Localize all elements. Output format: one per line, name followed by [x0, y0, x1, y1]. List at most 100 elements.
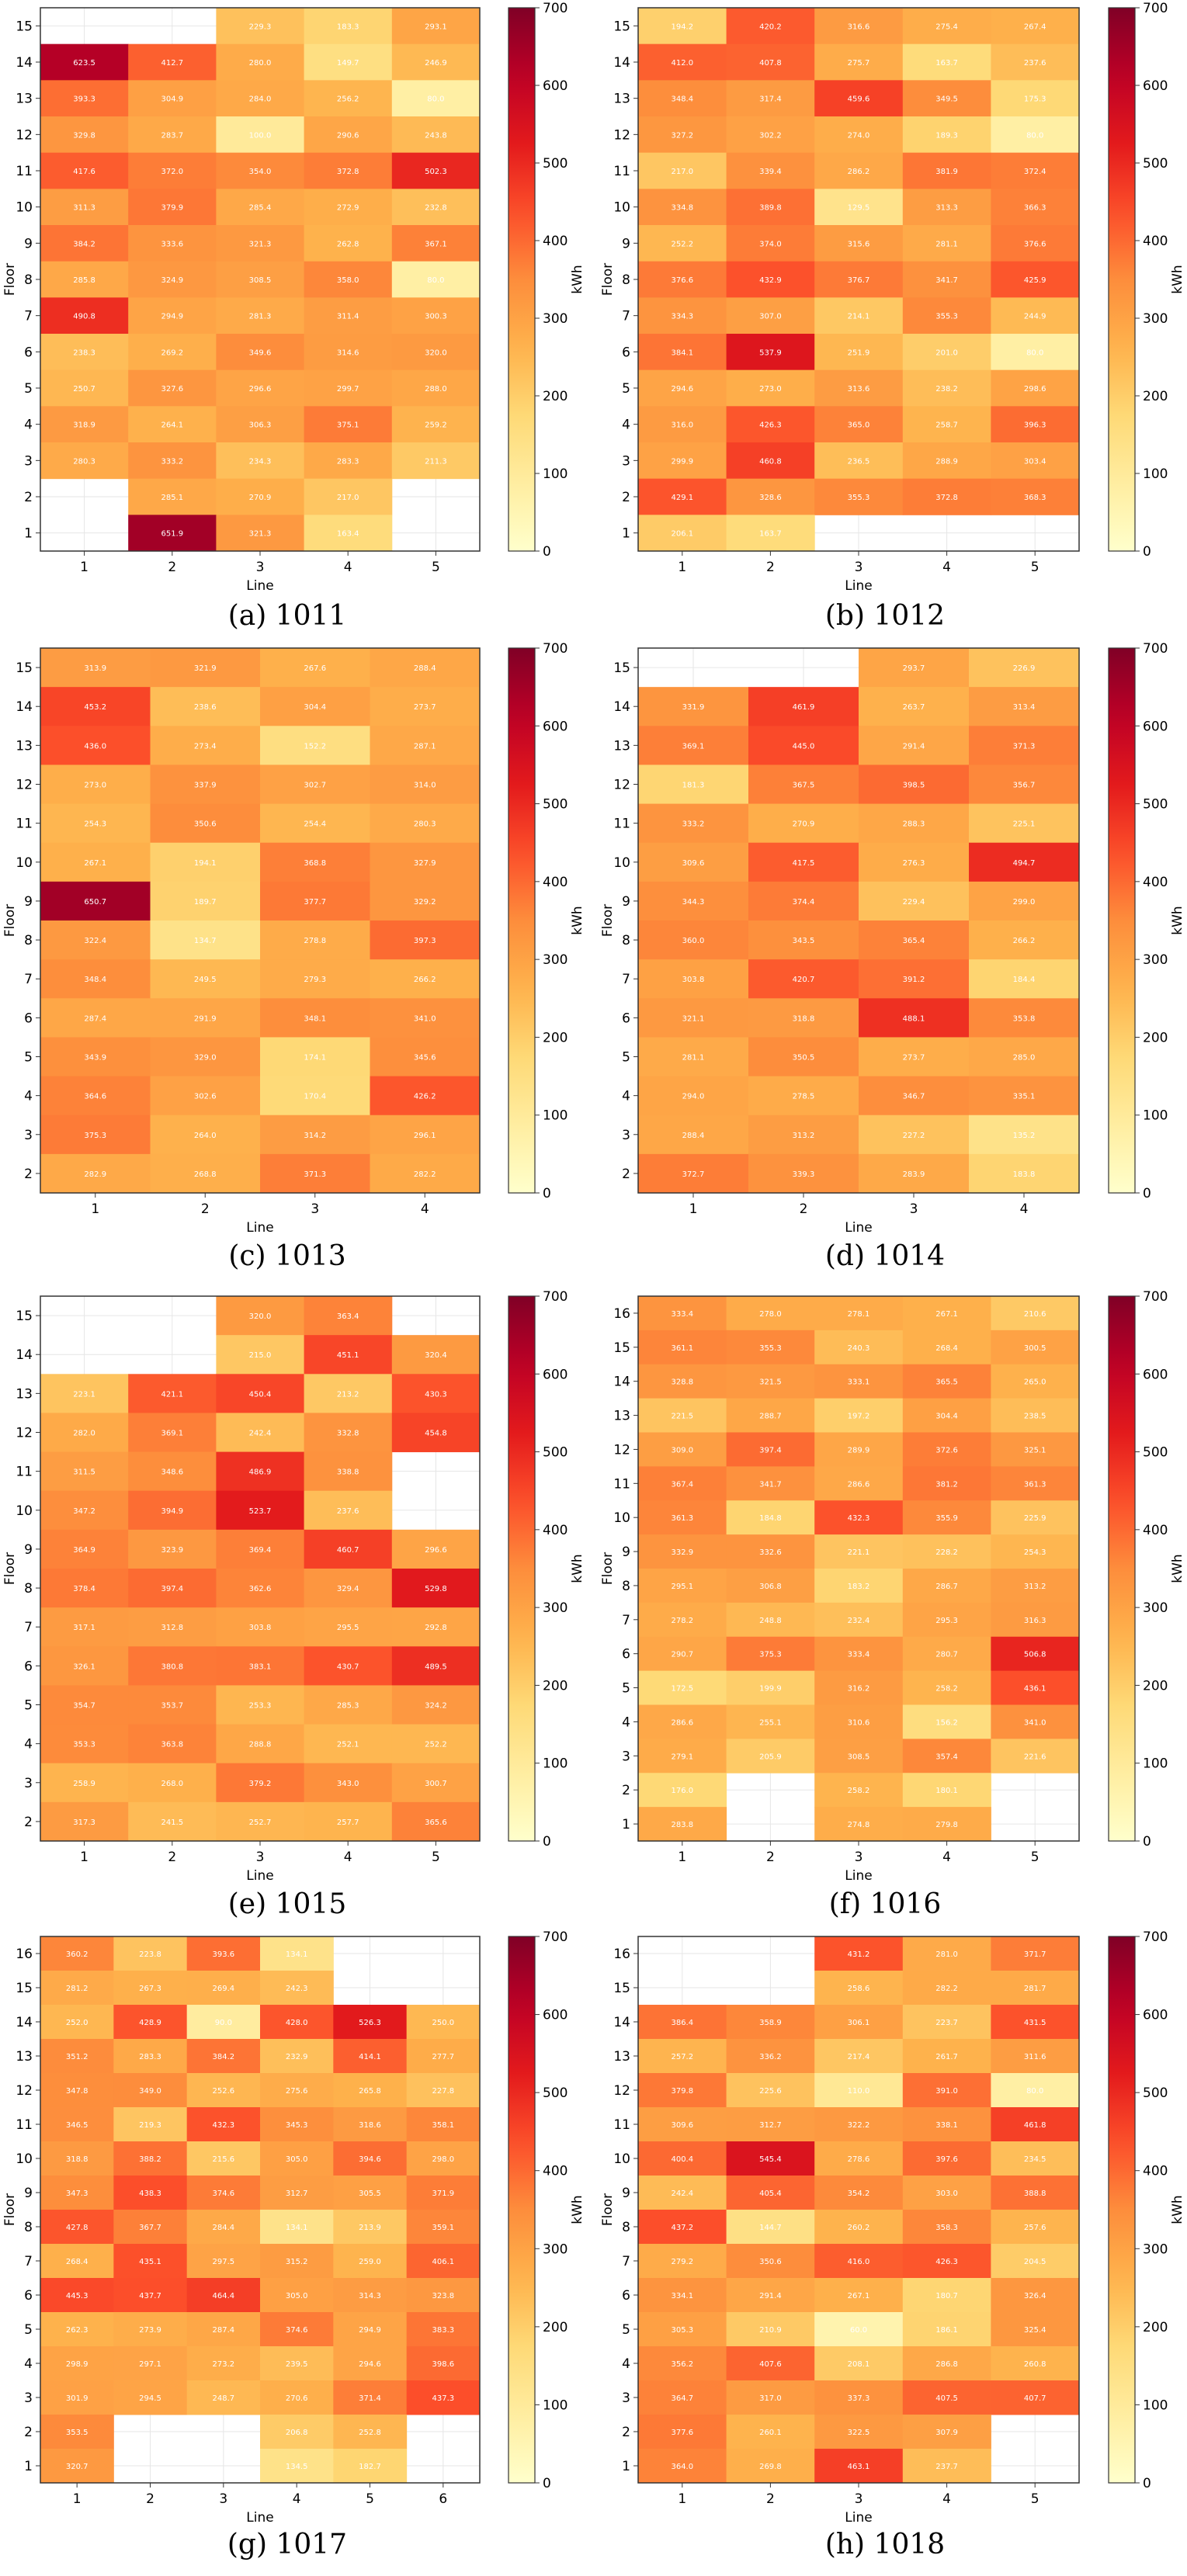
heatmap-cell — [391, 1763, 481, 1803]
cell-value: 369.1 — [682, 742, 705, 751]
heatmap-cell — [113, 2380, 188, 2415]
y-tick-label: 10 — [16, 200, 33, 216]
cell-value: 288.0 — [425, 385, 447, 394]
cell-value: 391.2 — [903, 976, 925, 984]
heatmap-cell — [113, 2244, 188, 2279]
heatmap-cell — [304, 515, 393, 552]
heatmap-cell — [902, 1807, 991, 1842]
cell-value: 333.1 — [848, 1378, 870, 1387]
cell-value: 381.9 — [935, 168, 958, 176]
heatmap-cell — [40, 406, 129, 443]
heatmap-cell — [814, 1807, 904, 1842]
heatmap-cell — [638, 80, 727, 117]
heatmap-cell — [991, 80, 1080, 117]
colorbar-tick-label: 400 — [543, 2164, 567, 2179]
heatmap-cell — [902, 1739, 991, 1773]
heatmap-cell — [638, 1330, 727, 1365]
x-tick-label: 5 — [1031, 2491, 1039, 2507]
heatmap-cell — [128, 1763, 217, 1803]
colorbar-tick-label: 300 — [543, 1600, 567, 1616]
heatmap-cell — [814, 261, 904, 298]
heatmap-cell — [991, 1330, 1080, 1365]
cell-value: 232.9 — [286, 2053, 308, 2061]
heatmap-cell — [902, 2107, 991, 2142]
cell-value: 182.7 — [359, 2463, 381, 2471]
cell-value: 354.7 — [73, 1702, 95, 1711]
heatmap-cell — [638, 1807, 727, 1842]
heatmap-cell — [814, 2141, 904, 2176]
cell-value: 341.7 — [759, 1480, 782, 1489]
heatmap-cell — [260, 920, 370, 960]
y-tick-label: 15 — [613, 1981, 630, 1996]
colorbar-tick-label: 600 — [543, 1367, 567, 1382]
heatmap-cell — [40, 1490, 129, 1531]
heatmap-cell — [814, 8, 904, 45]
heatmap-cell — [391, 442, 481, 480]
cell-value: 307.9 — [935, 2429, 958, 2437]
cell-value: 287.1 — [414, 742, 436, 751]
heatmap-cell — [260, 2073, 334, 2108]
cell-value: 372.8 — [935, 494, 958, 502]
heatmap-cell — [333, 2141, 408, 2176]
heatmap-cell — [726, 369, 815, 407]
cell-value: 302.6 — [194, 1093, 217, 1101]
heatmap-cell — [40, 959, 151, 999]
cell-value: 364.7 — [671, 2394, 693, 2403]
heatmap-cell — [814, 2244, 904, 2279]
heatmap-cell — [333, 2039, 408, 2074]
cell-value: 286.2 — [848, 168, 870, 176]
heatmap-cell — [726, 2380, 815, 2415]
cell-value: 436.1 — [1024, 1685, 1046, 1694]
heatmap-cell — [814, 1704, 904, 1739]
heatmap-cell — [902, 1534, 991, 1569]
x-tick-label: 1 — [80, 1850, 89, 1865]
cell-value: 300.7 — [425, 1780, 447, 1788]
y-tick-label: 15 — [613, 660, 630, 676]
cell-value: 152.2 — [304, 742, 326, 751]
cell-value: 134.5 — [286, 2463, 308, 2471]
cell-value: 227.2 — [903, 1132, 925, 1140]
cell-value: 80.0 — [427, 276, 444, 285]
heatmap-cell — [638, 842, 749, 882]
heatmap-cell — [748, 726, 859, 765]
heatmap-cell — [40, 2107, 114, 2142]
cell-value: 366.3 — [1024, 204, 1046, 213]
y-tick-label: 7 — [622, 972, 630, 987]
heatmap-cell — [638, 1739, 727, 1773]
heatmap-cell — [814, 1398, 904, 1433]
colorbar-frame — [1108, 1936, 1136, 2484]
cell-value: 257.7 — [337, 1818, 359, 1827]
cell-value: 451.1 — [337, 1351, 359, 1360]
cell-value: 175.3 — [1024, 95, 1046, 104]
heatmap-cell — [406, 2073, 481, 2108]
heatmap-cell — [726, 2312, 815, 2347]
heatmap-cell — [216, 1685, 305, 1725]
y-tick-label: 4 — [24, 1089, 33, 1104]
colorbar-tick-label: 300 — [543, 952, 567, 968]
cell-value: 305.3 — [671, 2326, 693, 2335]
heatmap-cell — [186, 1936, 261, 1971]
y-tick-label: 15 — [613, 1340, 630, 1356]
heatmap-cell — [638, 478, 727, 515]
heatmap-cell — [333, 2278, 408, 2313]
heatmap-cell — [902, 1296, 991, 1331]
heatmap-cell — [391, 1685, 481, 1725]
heatmap-cell — [814, 1936, 904, 1971]
cell-value: 217.4 — [848, 2053, 870, 2061]
heatmap-cell — [406, 2141, 481, 2176]
y-tick-label: 14 — [613, 1375, 630, 1390]
heatmap-cell — [991, 2346, 1080, 2381]
heatmap-cell — [859, 648, 970, 688]
cell-value: 445.3 — [66, 2292, 89, 2300]
x-tick-label: 2 — [766, 560, 775, 575]
cell-value: 393.3 — [73, 95, 95, 104]
heatmap-cell — [726, 1670, 815, 1705]
heatmap-cell — [391, 369, 481, 407]
heatmap-cell — [113, 2346, 188, 2381]
y-tick-label: 15 — [613, 19, 630, 34]
heatmap-cell — [260, 2141, 334, 2176]
panel-caption: (d) 1014 — [825, 1240, 945, 1272]
heatmap-cell — [128, 406, 217, 443]
cell-value: 280.3 — [73, 457, 95, 466]
heatmap-cell — [726, 2141, 815, 2176]
